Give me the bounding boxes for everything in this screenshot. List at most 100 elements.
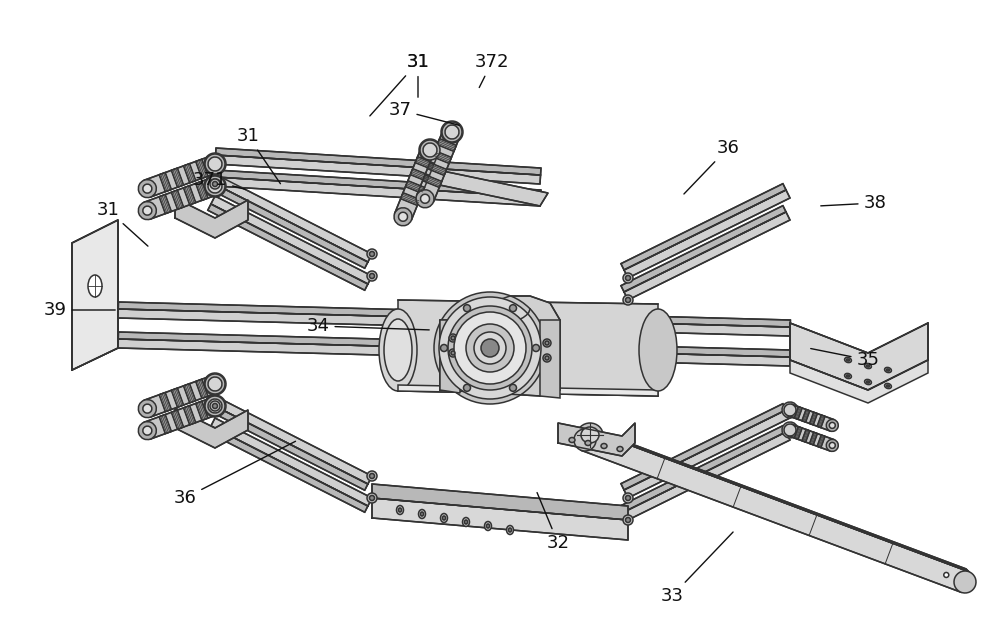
Polygon shape: [159, 415, 171, 434]
Polygon shape: [401, 193, 420, 205]
Ellipse shape: [782, 402, 798, 418]
Polygon shape: [624, 212, 790, 300]
Polygon shape: [118, 302, 790, 327]
Polygon shape: [211, 196, 372, 284]
Ellipse shape: [208, 157, 222, 171]
Ellipse shape: [419, 139, 441, 161]
Polygon shape: [72, 220, 118, 370]
Polygon shape: [810, 412, 817, 425]
Ellipse shape: [510, 305, 516, 311]
Ellipse shape: [885, 367, 891, 373]
Polygon shape: [410, 168, 429, 181]
Ellipse shape: [826, 419, 838, 431]
Ellipse shape: [367, 471, 377, 481]
Text: 31: 31: [97, 201, 148, 246]
Ellipse shape: [545, 356, 549, 360]
Polygon shape: [211, 396, 372, 484]
Ellipse shape: [829, 442, 835, 449]
Polygon shape: [802, 410, 810, 422]
Polygon shape: [372, 498, 628, 540]
Polygon shape: [211, 418, 372, 506]
Ellipse shape: [464, 305, 471, 311]
Ellipse shape: [208, 399, 222, 413]
Ellipse shape: [847, 375, 849, 377]
Polygon shape: [216, 148, 541, 175]
Ellipse shape: [143, 206, 152, 215]
Polygon shape: [420, 147, 438, 157]
Text: 372: 372: [475, 53, 509, 87]
Ellipse shape: [206, 375, 224, 393]
Ellipse shape: [367, 493, 377, 503]
Ellipse shape: [205, 154, 225, 174]
Ellipse shape: [138, 180, 156, 198]
Ellipse shape: [623, 295, 633, 305]
Ellipse shape: [577, 423, 603, 447]
Polygon shape: [208, 376, 218, 394]
Text: 36: 36: [684, 139, 739, 194]
Ellipse shape: [845, 373, 851, 378]
Ellipse shape: [867, 381, 869, 383]
Polygon shape: [118, 309, 790, 336]
Ellipse shape: [206, 397, 224, 415]
Ellipse shape: [205, 374, 225, 394]
Polygon shape: [144, 376, 218, 417]
Ellipse shape: [944, 572, 949, 577]
Polygon shape: [405, 181, 425, 193]
Ellipse shape: [826, 440, 838, 452]
Polygon shape: [171, 388, 184, 407]
Polygon shape: [788, 424, 834, 451]
Ellipse shape: [208, 377, 222, 391]
Text: 371: 371: [193, 171, 245, 189]
Ellipse shape: [454, 312, 526, 384]
Text: 34: 34: [306, 317, 429, 335]
Text: 31: 31: [237, 127, 280, 184]
Ellipse shape: [543, 339, 551, 347]
Polygon shape: [196, 181, 208, 200]
Polygon shape: [621, 205, 786, 292]
Ellipse shape: [784, 424, 796, 436]
Ellipse shape: [138, 399, 156, 418]
Polygon shape: [790, 360, 928, 403]
Polygon shape: [581, 430, 969, 592]
Ellipse shape: [464, 384, 471, 391]
Ellipse shape: [212, 181, 218, 186]
Ellipse shape: [626, 297, 631, 302]
Polygon shape: [175, 198, 248, 238]
Ellipse shape: [543, 354, 551, 362]
Polygon shape: [159, 392, 171, 412]
Ellipse shape: [451, 336, 455, 340]
Polygon shape: [215, 155, 541, 184]
Text: 36: 36: [174, 441, 296, 507]
Ellipse shape: [204, 153, 226, 175]
Polygon shape: [817, 415, 825, 427]
Polygon shape: [372, 484, 628, 520]
Polygon shape: [171, 410, 184, 429]
Ellipse shape: [885, 383, 891, 389]
Polygon shape: [788, 404, 796, 417]
Ellipse shape: [532, 345, 540, 352]
Ellipse shape: [445, 125, 459, 139]
Ellipse shape: [510, 384, 516, 391]
Ellipse shape: [617, 447, 623, 452]
Polygon shape: [810, 432, 817, 445]
Polygon shape: [215, 177, 541, 206]
Ellipse shape: [208, 179, 222, 193]
Ellipse shape: [370, 496, 374, 500]
Polygon shape: [144, 156, 218, 197]
Ellipse shape: [379, 309, 417, 391]
Ellipse shape: [138, 422, 156, 440]
Polygon shape: [423, 175, 442, 188]
Text: 32: 32: [537, 493, 570, 552]
Ellipse shape: [545, 341, 549, 345]
Ellipse shape: [451, 351, 455, 355]
Polygon shape: [211, 174, 372, 262]
Ellipse shape: [601, 443, 607, 449]
Polygon shape: [118, 332, 790, 357]
Polygon shape: [208, 397, 218, 416]
Polygon shape: [208, 426, 368, 512]
Ellipse shape: [449, 349, 457, 357]
Polygon shape: [208, 182, 368, 268]
Polygon shape: [184, 186, 196, 205]
Ellipse shape: [138, 202, 156, 219]
Ellipse shape: [210, 179, 220, 189]
